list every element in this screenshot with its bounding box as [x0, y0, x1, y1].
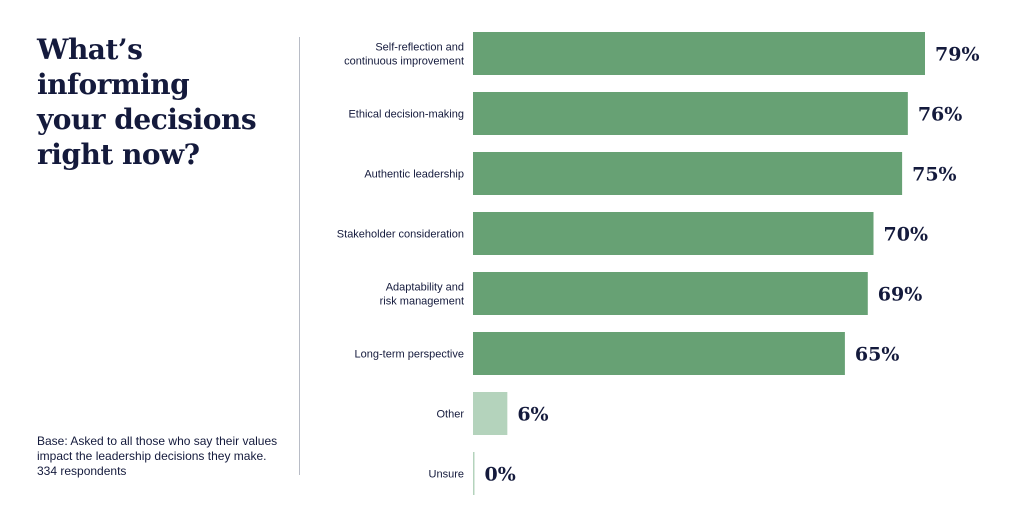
- category-label: Unsure: [429, 469, 464, 481]
- value-label: 0%: [485, 464, 516, 486]
- value-label: 75%: [912, 164, 957, 186]
- base-note-line: Base: Asked to all those who say their v…: [37, 434, 278, 448]
- category-label: Ethical decision-making: [348, 109, 464, 121]
- category-label: continuous improvement: [344, 56, 464, 68]
- chart-title-line: informing: [37, 68, 190, 101]
- bar: [473, 32, 925, 75]
- chart-title: What’s informing your decisions right no…: [37, 32, 287, 172]
- category-label: Authentic leadership: [364, 169, 464, 181]
- base-note-line: impact the leadership decisions they mak…: [37, 449, 267, 463]
- chart-title-line: right now?: [37, 138, 200, 171]
- vertical-divider: [299, 37, 300, 475]
- value-label: 76%: [918, 104, 963, 126]
- category-label: Other: [436, 409, 464, 421]
- bar: [473, 152, 903, 195]
- category-label: Adaptability and: [386, 282, 464, 294]
- category-label: Self-reflection and: [375, 42, 464, 54]
- bar: [473, 452, 475, 495]
- chart-title-line: What’s: [37, 33, 143, 66]
- value-label: 79%: [935, 44, 980, 66]
- bar: [473, 392, 508, 435]
- value-label: 70%: [884, 224, 929, 246]
- bar: [473, 332, 845, 375]
- bar: [473, 212, 874, 255]
- bar: [473, 92, 908, 135]
- category-label: Stakeholder consideration: [337, 229, 464, 241]
- value-label: 69%: [878, 284, 923, 306]
- base-note-line: 334 respondents: [37, 464, 127, 478]
- base-note: Base: Asked to all those who say their v…: [37, 434, 287, 479]
- category-label: Long-term perspective: [355, 349, 464, 361]
- value-label: 6%: [517, 404, 548, 426]
- category-label: risk management: [380, 296, 464, 308]
- chart-title-line: your decisions: [37, 103, 257, 136]
- value-label: 65%: [855, 344, 900, 366]
- bar: [473, 272, 868, 315]
